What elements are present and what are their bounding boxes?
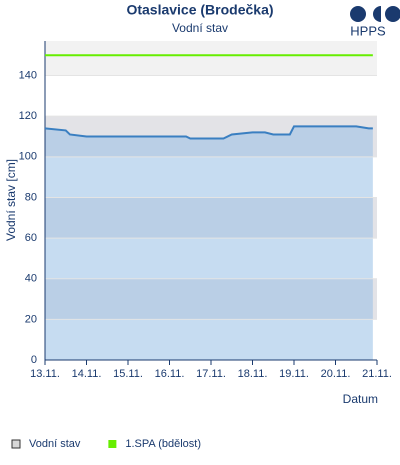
x-tick-label: 21.11. bbox=[362, 368, 392, 380]
x-tick-label: 19.11. bbox=[279, 368, 309, 380]
y-tick-label: 140 bbox=[19, 69, 37, 81]
y-tick-label: 120 bbox=[19, 110, 37, 122]
y-axis-label: Vodní stav [cm] bbox=[4, 159, 18, 241]
y-tick-label: 0 bbox=[31, 354, 37, 366]
legend-label: Vodní stav bbox=[29, 438, 81, 450]
x-tick-label: 20.11. bbox=[321, 368, 351, 380]
x-tick-label: 18.11. bbox=[238, 368, 268, 380]
x-tick-label: 16.11. bbox=[155, 368, 185, 380]
grid-band bbox=[45, 197, 377, 239]
logo-text: HPPS bbox=[350, 23, 386, 38]
x-tick-label: 17.11. bbox=[196, 368, 226, 380]
y-tick-label: 80 bbox=[25, 191, 37, 203]
grid-band bbox=[45, 278, 377, 320]
chart-subtitle: Vodní stav bbox=[172, 21, 228, 35]
logo: HPPS bbox=[350, 6, 400, 38]
y-tick-label: 40 bbox=[25, 273, 37, 285]
x-tick-label: 15.11. bbox=[113, 368, 143, 380]
x-tick-label: 13.11. bbox=[30, 368, 60, 380]
y-tick-label: 20 bbox=[25, 313, 37, 325]
line bbox=[44, 125, 373, 140]
y-tick-label: 60 bbox=[25, 232, 37, 244]
chart-title: Otaslavice (Brodečka) bbox=[126, 2, 273, 18]
legend-swatch bbox=[108, 440, 117, 448]
legend-label: 1.SPA (bdělost) bbox=[125, 438, 201, 450]
area bbox=[45, 126, 373, 360]
x-axis-label: Datum bbox=[343, 392, 378, 406]
grid-band bbox=[45, 41, 377, 76]
legend-swatch bbox=[11, 439, 21, 449]
x-tick-label: 14.11. bbox=[72, 368, 102, 380]
y-tick-label: 100 bbox=[19, 151, 37, 163]
